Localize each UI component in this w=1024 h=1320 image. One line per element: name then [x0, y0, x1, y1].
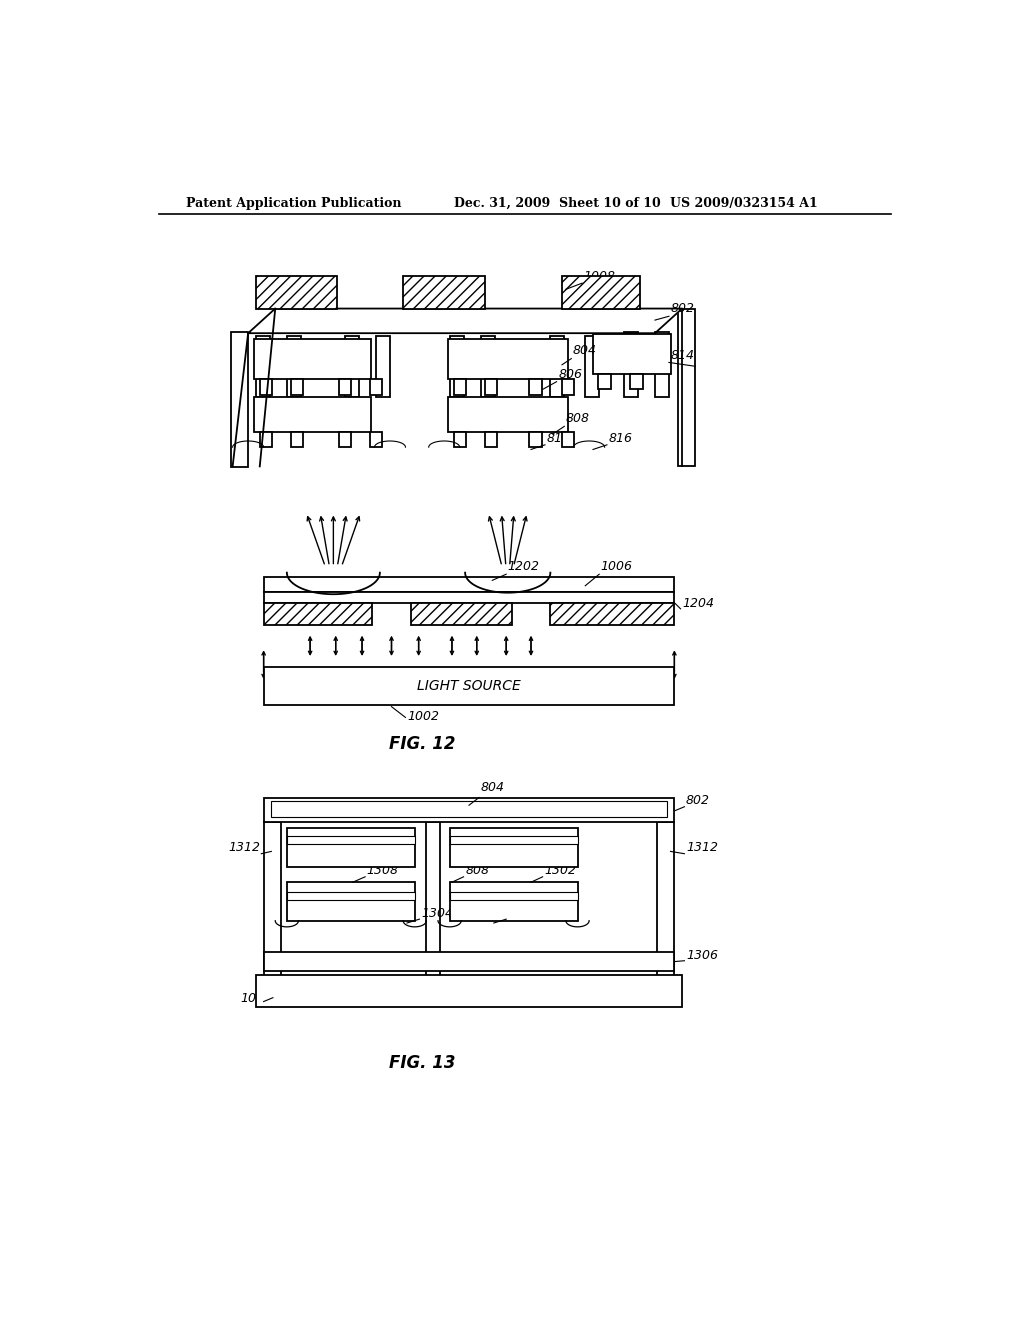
Text: Patent Application Publication: Patent Application Publication: [186, 197, 401, 210]
Text: 812: 812: [547, 432, 570, 445]
Text: 1308: 1308: [367, 865, 398, 878]
Bar: [480, 335, 495, 397]
Bar: [256, 974, 682, 1007]
Bar: [287, 836, 415, 843]
Bar: [655, 331, 669, 397]
Bar: [287, 829, 415, 867]
Bar: [484, 379, 497, 395]
Bar: [345, 335, 359, 397]
Text: 808: 808: [465, 865, 489, 878]
Bar: [529, 379, 542, 395]
Bar: [291, 432, 303, 447]
Bar: [454, 379, 466, 395]
Bar: [339, 432, 351, 447]
Bar: [231, 333, 248, 467]
Bar: [271, 801, 667, 817]
Text: 814: 814: [671, 348, 694, 362]
Bar: [678, 309, 695, 466]
Text: 1304: 1304: [421, 907, 453, 920]
Text: 808: 808: [566, 412, 590, 425]
Bar: [287, 335, 301, 397]
Bar: [598, 374, 611, 389]
Bar: [426, 822, 440, 991]
Text: 816: 816: [508, 907, 531, 920]
Text: 816: 816: [608, 432, 633, 445]
Bar: [593, 334, 671, 374]
Bar: [263, 603, 372, 626]
Text: 802: 802: [671, 302, 694, 315]
Text: FIG. 12: FIG. 12: [389, 735, 456, 752]
Text: 806: 806: [558, 368, 582, 381]
Bar: [256, 335, 270, 397]
Bar: [370, 379, 382, 395]
Bar: [624, 331, 638, 397]
Text: 1306: 1306: [686, 949, 718, 962]
Bar: [263, 577, 675, 591]
Bar: [287, 892, 415, 900]
Polygon shape: [248, 309, 682, 333]
Text: 1002: 1002: [407, 710, 439, 723]
Bar: [450, 335, 464, 397]
Bar: [657, 822, 675, 991]
Bar: [529, 432, 542, 447]
Bar: [550, 603, 675, 626]
Bar: [630, 374, 643, 389]
Text: FIG. 13: FIG. 13: [389, 1055, 456, 1072]
Text: 1312: 1312: [228, 841, 261, 854]
Text: 1302: 1302: [544, 865, 577, 878]
Bar: [450, 892, 578, 900]
Bar: [562, 276, 640, 309]
Text: 804: 804: [572, 345, 597, 356]
Text: 1006: 1006: [241, 991, 272, 1005]
Bar: [450, 836, 578, 843]
Bar: [263, 591, 675, 603]
Bar: [550, 335, 564, 397]
Bar: [450, 882, 578, 921]
Bar: [403, 276, 484, 309]
Bar: [449, 397, 568, 432]
Bar: [484, 432, 497, 447]
Text: 1312: 1312: [686, 841, 718, 854]
Bar: [562, 379, 574, 395]
Text: US 2009/0323154 A1: US 2009/0323154 A1: [671, 197, 818, 210]
Bar: [260, 432, 272, 447]
Bar: [263, 952, 675, 970]
Bar: [263, 822, 281, 991]
Bar: [586, 335, 599, 397]
Text: Dec. 31, 2009  Sheet 10 of 10: Dec. 31, 2009 Sheet 10 of 10: [454, 197, 660, 210]
Bar: [450, 829, 578, 867]
Bar: [263, 797, 675, 822]
Text: 1008: 1008: [584, 271, 615, 282]
Text: LIGHT SOURCE: LIGHT SOURCE: [417, 678, 521, 693]
Bar: [263, 667, 675, 705]
Bar: [449, 339, 568, 379]
Bar: [454, 432, 466, 447]
Bar: [562, 432, 574, 447]
Bar: [287, 882, 415, 921]
Bar: [254, 339, 371, 379]
Bar: [376, 335, 390, 397]
Bar: [339, 379, 351, 395]
Bar: [370, 432, 382, 447]
Bar: [291, 379, 303, 395]
Bar: [260, 379, 272, 395]
Bar: [254, 397, 371, 432]
Text: 1204: 1204: [682, 597, 714, 610]
Text: 804: 804: [480, 781, 505, 795]
Text: 802: 802: [686, 793, 710, 807]
Text: 1202: 1202: [508, 561, 540, 573]
Bar: [411, 603, 512, 626]
Text: 1006: 1006: [601, 561, 633, 573]
Bar: [256, 276, 337, 309]
